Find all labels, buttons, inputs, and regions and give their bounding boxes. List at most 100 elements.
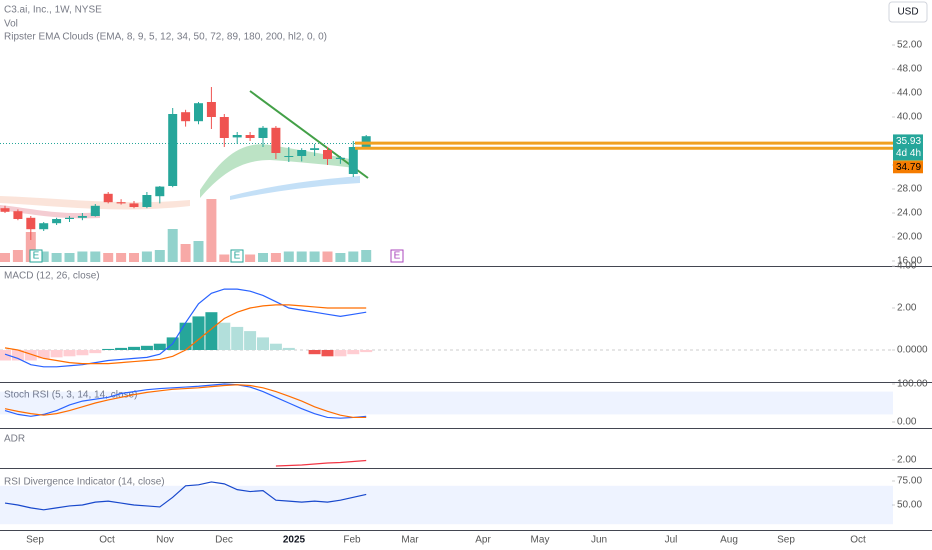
y-tick-label: 52.00 [897, 40, 922, 51]
candle-body [116, 202, 126, 204]
volume-bar [309, 251, 320, 262]
earnings-marker [390, 249, 404, 263]
candle-body [181, 112, 191, 122]
macd-bar [308, 350, 321, 355]
candle-body [39, 223, 49, 230]
ema-label: Ripster EMA Clouds (EMA, 8, 9, 5, 12, 34… [4, 32, 327, 43]
macd-bar [24, 350, 37, 361]
y-tick-label: 2.00 [897, 455, 917, 466]
macd-bar [192, 316, 205, 350]
candle-body [348, 147, 358, 174]
x-tick-label: May [531, 535, 550, 546]
x-tick-label: Apr [475, 535, 491, 546]
candle-body [219, 117, 229, 138]
y-tick-label: 100.00 [897, 379, 928, 390]
vol-label: Vol [4, 19, 18, 30]
candle-body [284, 156, 294, 157]
currency-label[interactable]: USD [897, 7, 918, 18]
macd-bar [257, 337, 269, 350]
candle-body [335, 157, 345, 159]
macd-bar [347, 350, 360, 355]
y-tick-label: 20.00 [897, 232, 922, 243]
macd-line [4, 288, 367, 368]
volume-bar [64, 253, 75, 262]
y-tick-label: 16.00 [897, 256, 922, 267]
candle-body [77, 216, 87, 218]
macd-bar [76, 350, 89, 356]
candle-body [310, 148, 320, 150]
candle-body [142, 195, 152, 207]
volume-bar [335, 253, 346, 262]
macd-bar [269, 343, 282, 350]
ema-cloud [200, 144, 355, 198]
pane-separators [0, 266, 932, 531]
candle-body [232, 135, 242, 138]
earnings-label: E [33, 251, 40, 262]
volume-bar [283, 251, 294, 262]
candle-body [323, 150, 332, 159]
macd-bar [218, 322, 231, 350]
macd-bar [102, 348, 115, 350]
y-tick-label: 0.0000 [897, 345, 928, 356]
volume-bar [193, 241, 204, 262]
stoch-k [4, 383, 367, 419]
earnings-marker [29, 249, 43, 263]
y-tick-label: 48.00 [897, 64, 922, 75]
volume-bar [38, 251, 49, 262]
volume-bar [206, 199, 217, 262]
x-tick-label: Oct [850, 535, 866, 546]
stoch-title: Stoch RSI (5, 3, 14, 14, close) [4, 390, 137, 401]
candle-body [155, 186, 165, 197]
x-tick-label: Sep [777, 535, 795, 546]
rsi-line [4, 481, 367, 511]
adr-line [275, 459, 367, 467]
macd-bar [321, 350, 334, 357]
signal-line [4, 304, 367, 365]
y-tick-label: 44.00 [897, 88, 922, 99]
x-tick-label: Jun [591, 535, 607, 546]
candle-body [129, 203, 139, 207]
volume-bar [103, 253, 114, 262]
volume-bar [141, 251, 152, 262]
macd-bar [153, 343, 166, 350]
band [0, 391, 893, 415]
candle-body [271, 127, 281, 153]
trend-line [249, 90, 369, 179]
volume-bar [25, 232, 36, 262]
macd-bar [205, 312, 218, 350]
x-tick-label: 2025 [283, 535, 306, 546]
x-tick-label: Aug [720, 535, 738, 546]
y-tick-label: 2.00 [897, 303, 917, 314]
ema-cloud [0, 205, 100, 219]
x-tick-label: Nov [156, 535, 174, 546]
ema-cloud [230, 176, 360, 200]
candle-body [90, 205, 100, 216]
macd-bar [50, 350, 63, 358]
volume-bar [12, 250, 23, 262]
candle-body [168, 114, 178, 186]
macd-title: MACD (12, 26, close) [4, 271, 100, 282]
volume-bar [245, 254, 256, 262]
volume-bar [154, 250, 165, 262]
x-tick-label: Jul [665, 535, 678, 546]
candle-body [65, 217, 74, 219]
macd-bar [360, 350, 373, 353]
y-tick-label: 4.00 [897, 261, 917, 272]
stoch-d [4, 384, 367, 419]
price-tag [893, 134, 923, 161]
candle-body [52, 219, 62, 224]
volume-bar [0, 253, 10, 262]
candle-body [13, 211, 23, 219]
y-tick-label: 75.00 [897, 476, 922, 487]
y-tick-label: 40.00 [897, 112, 922, 123]
level-tag [893, 161, 923, 174]
adr-title: ADR [4, 434, 25, 445]
candle-body [194, 103, 203, 122]
price-label: 35.93 [896, 136, 921, 147]
countdown: 4d 4h [896, 148, 921, 159]
currency-button[interactable] [888, 1, 928, 23]
macd-bar [37, 350, 50, 359]
x-tick-label: Mar [401, 535, 419, 546]
